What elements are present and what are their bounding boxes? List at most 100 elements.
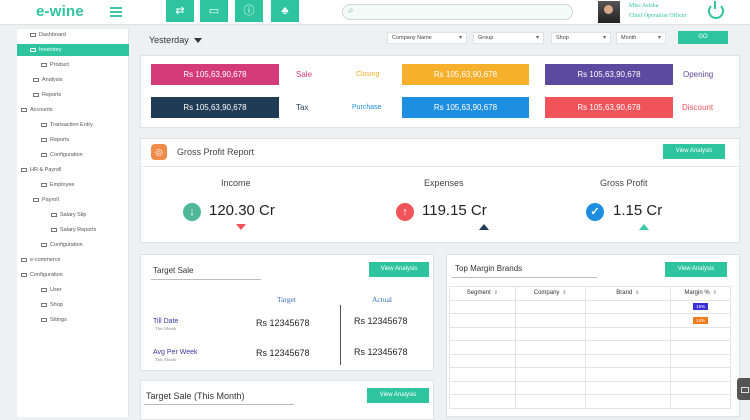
company-header[interactable]: Company ⇕ [514,286,586,301]
monitor-icon[interactable]: ▭ [200,0,228,22]
divider [151,279,261,280]
top-margin-title: Top Margin Brands [455,264,523,273]
target-column-header: Target [277,295,296,304]
arrow-down-icon: ↓ [183,203,201,221]
sidebar-item-salary-slip[interactable]: Salary Slip [51,209,86,221]
till-date-target: Rs 12345678 [256,318,310,328]
sidebar-item-transaction-entry[interactable]: Transaction Entry [41,119,93,131]
margin-badge: 14% [693,316,709,324]
view-analysis-button[interactable]: View Analysis [663,144,725,159]
folder-icon [33,77,39,82]
sidebar-item-payroll[interactable]: Payroll [33,194,59,206]
avatar[interactable] [598,1,620,23]
user-name: Miss Aviska [629,3,659,9]
sale-label: Sale [296,70,313,79]
swap-icon[interactable]: ⇄ [166,0,194,22]
filter-bar: Yesterday Company Name Group Shop Month … [140,29,740,49]
brand-header[interactable]: Brand ⇕ [584,286,672,301]
sidebar-item-user[interactable]: User [41,284,62,296]
view-analysis-button[interactable]: View Analysis [665,262,727,277]
sort-icon[interactable]: ⇕ [493,290,498,297]
sidebar-item-ecommerce[interactable]: e-commerce [21,254,61,266]
folder-icon [30,47,36,52]
table-row[interactable]: 14% [449,313,731,328]
table-row[interactable] [449,340,731,355]
sidebar-item-inventory[interactable]: Inventory [17,44,129,56]
avg-per-week-sublabel: This Month [155,357,177,362]
sidebar-item-accounts-configuration[interactable]: Configuration [41,149,83,161]
margin-header[interactable]: Margin % ⇕ [670,286,731,301]
divider [452,277,597,278]
purchase-value: Rs 105,63,90,678 [402,97,529,118]
sort-icon[interactable]: ⇕ [635,290,640,297]
table-row[interactable] [449,380,731,395]
closing-label: Closing [356,71,380,78]
bell-icon[interactable]: ♣ [271,0,299,22]
sidebar-item-accounts[interactable]: Accounts [21,104,53,116]
folder-icon [41,122,47,127]
feedback-tab-icon[interactable] [737,378,750,400]
target-sale-title: Target Sale [153,266,194,275]
info-icon[interactable]: ⓘ [235,0,263,22]
gross-profit-value: 1.15 Cr [613,202,663,219]
sort-icon[interactable]: ⇕ [712,290,717,297]
sidebar-item-analysis[interactable]: Analysis [33,74,62,86]
table-row[interactable]: 15% [449,299,731,314]
arrow-up-icon: ↑ [396,203,414,221]
sidebar-item-product[interactable]: Product [41,59,69,71]
segment-header[interactable]: Segment ⇕ [449,286,516,301]
trend-up-icon [639,224,649,230]
view-analysis-button[interactable]: View Analysis [369,262,429,277]
folder-icon [41,287,47,292]
folder-icon [41,137,47,142]
period-select[interactable]: Yesterday [149,35,202,45]
top-margin-brands-panel: Top Margin Brands View Analysis Segment ⇕… [446,254,740,417]
user-role: Chief Operation Officer [629,13,687,19]
target-sale-month-title: Target Sale (This Month) [146,391,245,401]
month-select[interactable]: Month [616,32,666,44]
sidebar-item-reports[interactable]: Reports [33,89,61,101]
folder-icon [33,92,39,97]
sidebar-item-shop[interactable]: Shop [41,299,63,311]
expenses-label: Expenses [424,178,464,188]
group-select[interactable]: Group [473,32,544,44]
folder-icon [21,167,27,172]
folder-icon [33,197,39,202]
target-sale-panel: Target Sale View Analysis Target Actual … [140,254,434,371]
sort-icon[interactable]: ⇕ [562,290,567,297]
sidebar-item-accounts-reports[interactable]: Reports [41,134,69,146]
table-row[interactable] [449,394,731,409]
margin-badge: 15% [693,303,709,311]
app-logo[interactable]: e-wine [36,3,84,20]
margin-table: Segment ⇕ Company ⇕ Brand ⇕ Margin % ⇕ 15% 1… [449,286,731,409]
power-icon[interactable] [708,1,724,19]
table-row[interactable] [449,353,731,368]
column-divider [340,305,341,365]
report-icon: ◎ [151,144,167,160]
sidebar-item-salary-reports[interactable]: Salary Reports [51,224,96,236]
trend-up-icon [479,224,489,230]
actual-column-header: Actual [372,295,392,304]
discount-label: Discount [682,103,714,112]
divider [144,404,294,405]
table-row[interactable] [449,367,731,382]
menu-toggle-icon[interactable] [110,7,122,17]
view-analysis-button[interactable]: View Analysis [367,388,429,403]
chevron-down-icon [193,38,202,44]
sidebar-item-hr-configuration[interactable]: Configuration [41,239,83,251]
shop-select[interactable]: Shop [551,32,611,44]
sidebar-item-hr-payroll[interactable]: HR & Payroll [21,164,61,176]
sidebar-item-dashboard[interactable]: Dashboard [30,29,66,41]
gross-profit-label: Gross Profit [600,178,648,188]
search-input[interactable]: ⌕ [342,4,573,20]
sidebar-item-employee[interactable]: Employee [41,179,74,191]
go-button[interactable]: GO [678,31,728,44]
folder-icon [41,182,47,187]
expenses-value: 119.15 Cr [422,202,487,219]
sidebar-item-configuration[interactable]: Configuration [21,269,63,281]
opening-value: Rs 105,63,90,678 [545,64,673,85]
sidebar-item-settings[interactable]: Sttings [41,314,67,326]
company-select[interactable]: Company Name [387,32,467,44]
folder-icon [41,152,47,157]
table-row[interactable] [449,326,731,341]
